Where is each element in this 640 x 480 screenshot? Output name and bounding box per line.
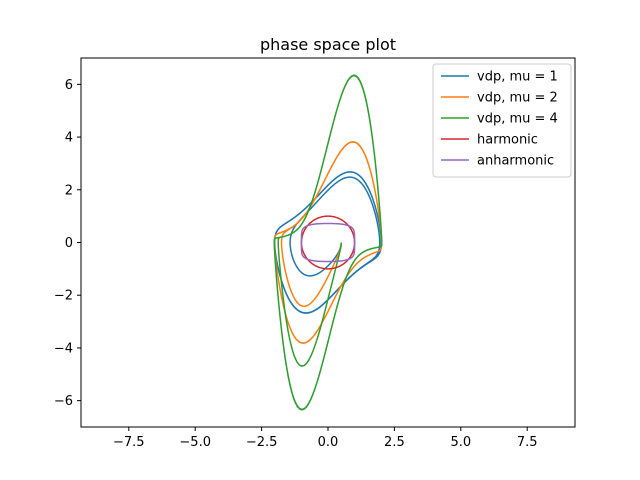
legend-label: vdp, mu = 2 [477, 91, 558, 106]
x-axis: −7.5 −5.0 −2.5 0.0 2.5 5.0 7.5 [113, 427, 538, 450]
x-tick-label: 5.0 [450, 435, 471, 450]
series-line [273, 74, 383, 411]
plot-lines [273, 74, 383, 411]
x-tick-label: 7.5 [517, 435, 538, 450]
legend-box [432, 63, 572, 178]
x-tick-label: −7.5 [113, 435, 145, 450]
legend-label: vdp, mu = 4 [477, 112, 558, 127]
y-tick-label: −6 [54, 394, 73, 409]
y-tick-label: 0 [65, 236, 73, 251]
series-line [273, 141, 383, 344]
y-tick-label: 4 [65, 131, 73, 146]
x-tick-label: −2.5 [246, 435, 278, 450]
chart-title: phase space plot [260, 35, 396, 54]
y-axis: −6 −4 −2 0 2 4 6 [54, 78, 81, 409]
legend: vdp, mu = 1 vdp, mu = 2 vdp, mu = 4 harmoni… [432, 63, 572, 178]
y-tick-label: −2 [54, 289, 73, 304]
y-tick-label: 6 [65, 78, 73, 93]
y-tick-label: −4 [54, 341, 73, 356]
x-tick-label: 0.0 [318, 435, 339, 450]
series-line [300, 222, 356, 263]
legend-label: harmonic [477, 133, 538, 148]
legend-label: vdp, mu = 1 [477, 70, 558, 85]
x-tick-label: 2.5 [384, 435, 405, 450]
legend-label: anharmonic [477, 154, 554, 169]
series-line [273, 171, 383, 314]
x-tick-label: −5.0 [179, 435, 211, 450]
y-tick-label: 2 [65, 183, 73, 198]
